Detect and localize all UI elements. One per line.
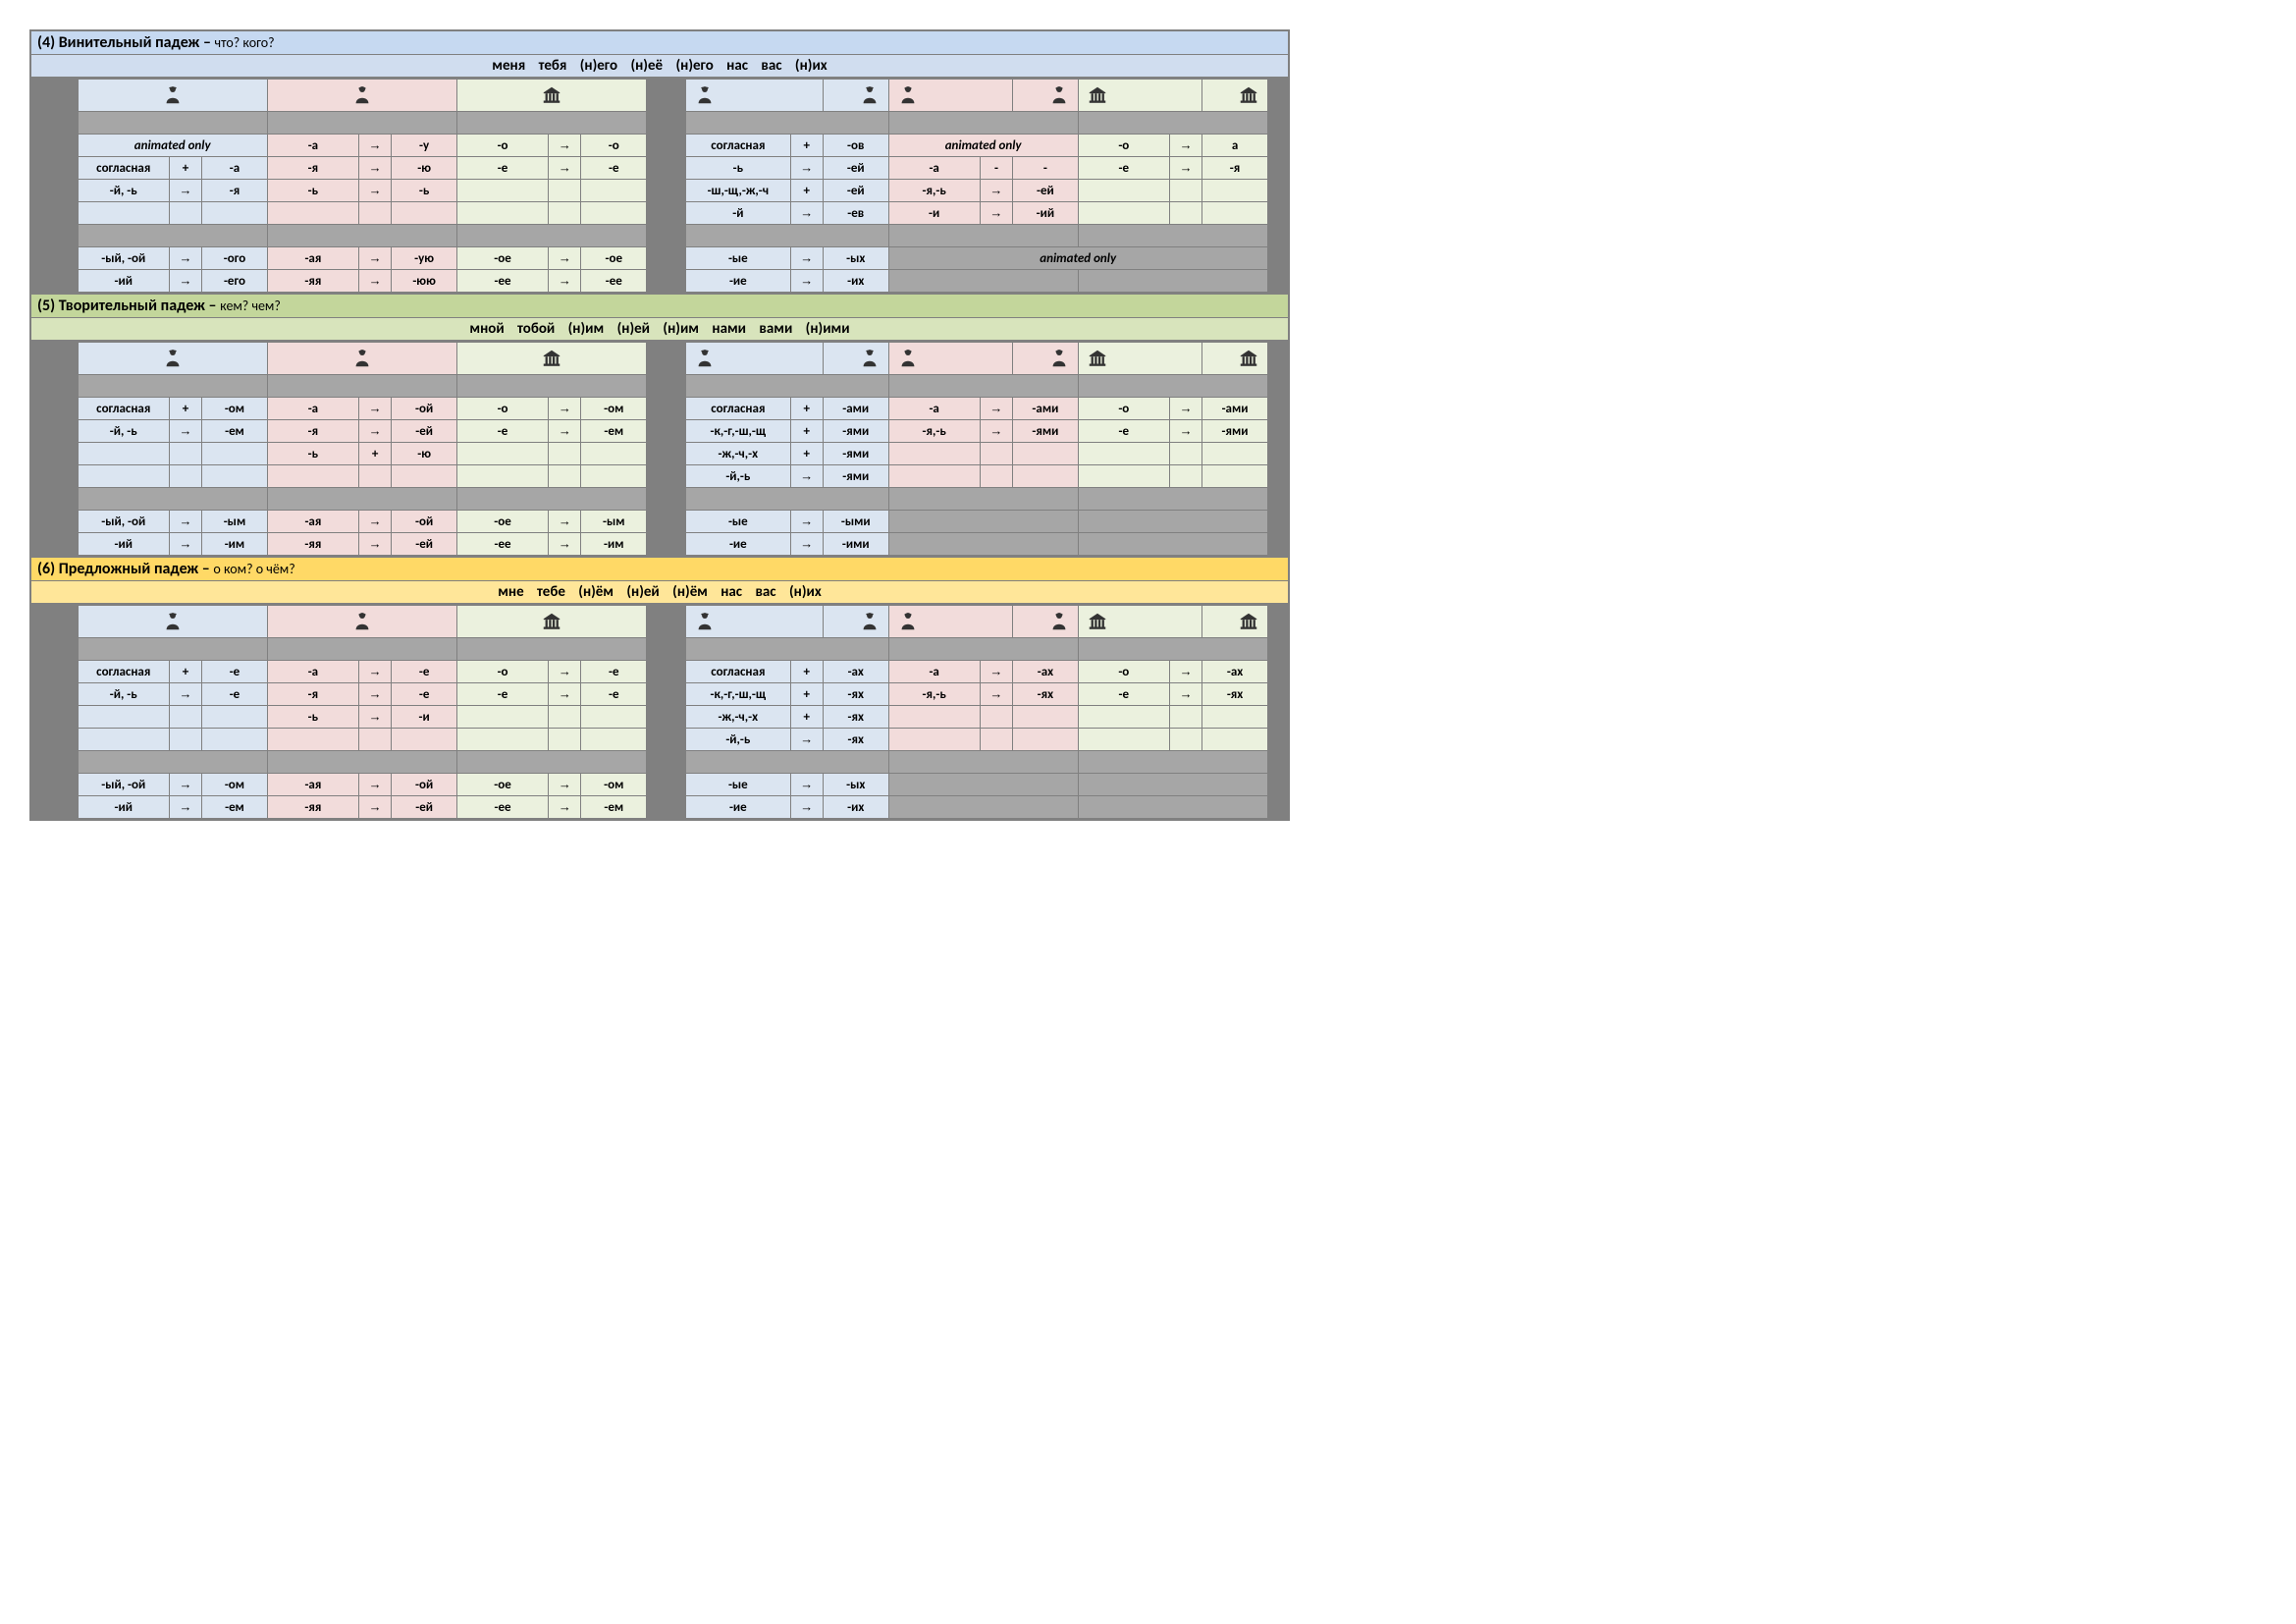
building-icon: [541, 84, 562, 106]
building-icon: [1238, 348, 1259, 369]
case-grid: согласная+-е-а→-е-о→-есогласная+-ах-а→-а…: [31, 605, 1288, 819]
case-grid: animated only-а→-у-о→-осогласная+-овanim…: [31, 79, 1288, 293]
male-icon: [162, 84, 184, 106]
female-icon: [351, 348, 373, 369]
female-icon: [1048, 611, 1070, 632]
pronouns-row: меня тебя (н)его (н)её (н)его нас вас (н…: [31, 55, 1288, 79]
building-icon: [1087, 84, 1108, 106]
male-icon: [162, 611, 184, 632]
pronouns-row: мне тебе (н)ём (н)ей (н)ём нас вас (н)их: [31, 581, 1288, 605]
male-icon: [859, 611, 881, 632]
building-icon: [1238, 84, 1259, 106]
male-icon: [694, 84, 716, 106]
grammar-table: (4) Винительный падеж – что? кого?меня т…: [29, 29, 1290, 821]
male-icon: [859, 84, 881, 106]
female-icon: [897, 348, 919, 369]
building-icon: [1238, 611, 1259, 632]
female-icon: [1048, 348, 1070, 369]
female-icon: [351, 611, 373, 632]
case-grid: согласная+-ом-а→-ой-о→-омсогласная+-ами-…: [31, 342, 1288, 556]
male-icon: [162, 348, 184, 369]
case-title: (5) Творительный падеж – кем? чем?: [31, 293, 1288, 318]
female-icon: [351, 84, 373, 106]
male-icon: [694, 348, 716, 369]
pronouns-row: мной тобой (н)им (н)ей (н)им нами вами (…: [31, 318, 1288, 342]
building-icon: [541, 611, 562, 632]
building-icon: [1087, 611, 1108, 632]
building-icon: [541, 348, 562, 369]
case-title: (6) Предложный падеж – о ком? о чём?: [31, 556, 1288, 581]
male-icon: [694, 611, 716, 632]
male-icon: [859, 348, 881, 369]
female-icon: [897, 611, 919, 632]
female-icon: [1048, 84, 1070, 106]
case-title: (4) Винительный падеж – что? кого?: [31, 31, 1288, 55]
building-icon: [1087, 348, 1108, 369]
female-icon: [897, 84, 919, 106]
